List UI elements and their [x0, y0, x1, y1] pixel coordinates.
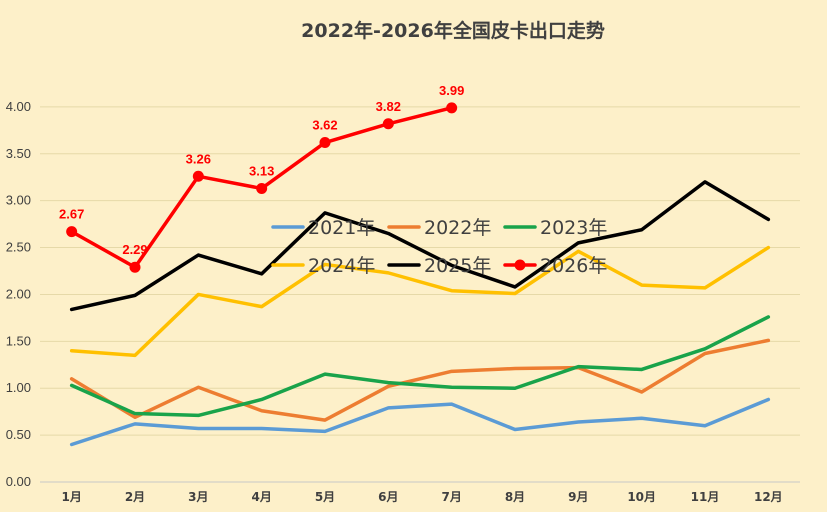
x-tick-label: 1月	[61, 490, 81, 504]
y-tick-label: 0.00	[6, 474, 31, 489]
series-layer	[66, 102, 771, 447]
series-line	[69, 315, 771, 418]
axis-layer: 0.00 0.50 1.00 1.50 2.00 2.50 3.00 3.50 4.00 1月 2月…	[6, 99, 783, 504]
series-marker	[192, 170, 204, 182]
legend-label: 2021年	[308, 217, 375, 239]
x-tick-label: 5月	[315, 490, 335, 504]
series-line	[69, 245, 771, 358]
series-line	[69, 180, 771, 312]
legend-label: 2024年	[308, 255, 375, 277]
x-tick-label: 4月	[251, 490, 271, 504]
chart-title: 2022年-2026年全国皮卡出口走势	[301, 19, 605, 42]
y-tick-label: 4.00	[6, 99, 31, 114]
x-tick-label: 7月	[441, 490, 461, 504]
x-tick-label: 12月	[754, 490, 783, 504]
x-tick-label: 10月	[627, 490, 656, 504]
series-line	[69, 397, 771, 447]
y-tick-label: 1.50	[6, 333, 31, 348]
y-tick-label: 2.00	[6, 286, 31, 301]
series-marker	[256, 182, 268, 194]
legend-label: 2025年	[424, 255, 491, 277]
x-tick-label: 11月	[691, 490, 720, 504]
data-label: 3.26	[186, 151, 211, 166]
y-tick-label: 3.00	[6, 193, 31, 208]
legend: 2021年 2022年 2023年 2024年 2025年 2026年	[271, 217, 607, 277]
data-labels: 2.67 2.29 3.26 3.13 3.62 3.82 3.99	[59, 83, 464, 257]
y-tick-label: 0.50	[6, 427, 31, 442]
data-label: 3.99	[439, 83, 464, 98]
legend-label: 2023年	[540, 217, 607, 239]
data-label: 2.67	[59, 207, 84, 222]
y-tick-label: 3.50	[6, 146, 31, 161]
legend-label: 2022年	[424, 217, 491, 239]
series-marker	[129, 261, 141, 273]
data-label: 3.82	[376, 99, 401, 114]
x-tick-label: 6月	[378, 490, 398, 504]
series-marker	[319, 137, 331, 149]
x-tick-label: 8月	[505, 490, 525, 504]
legend-label: 2026年	[540, 255, 607, 277]
x-tick-label: 2月	[125, 490, 145, 504]
data-label: 3.62	[312, 118, 337, 133]
series-marker	[382, 118, 394, 130]
y-tick-label: 2.50	[6, 240, 31, 255]
y-tick-label: 1.00	[6, 380, 31, 395]
data-label: 2.29	[122, 242, 147, 257]
data-label: 3.13	[249, 163, 274, 178]
series-marker	[66, 226, 78, 238]
series-marker	[446, 102, 458, 114]
x-tick-label: 3月	[188, 490, 208, 504]
legend-marker	[514, 259, 526, 271]
series-line	[69, 338, 771, 422]
x-tick-label: 9月	[568, 490, 588, 504]
